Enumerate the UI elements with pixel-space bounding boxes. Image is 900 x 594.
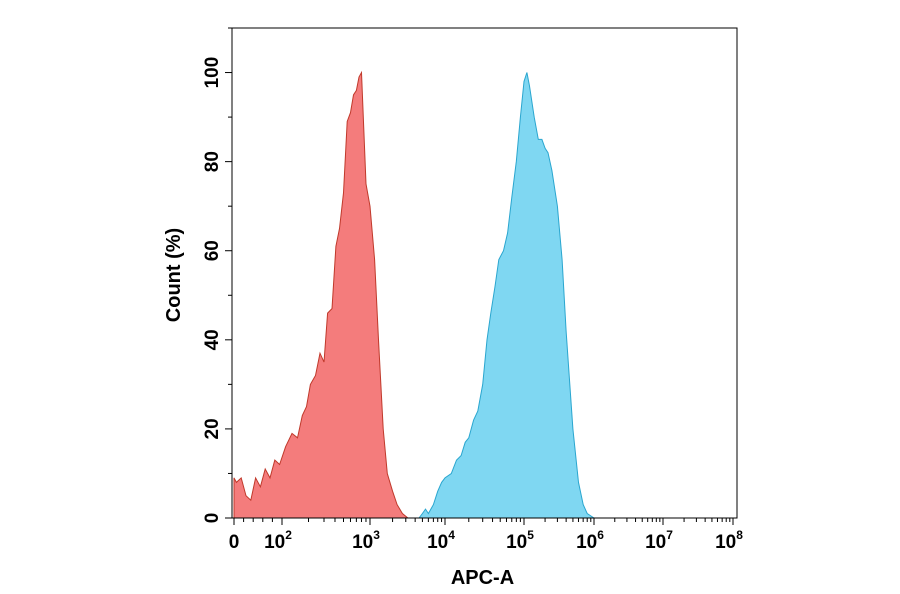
y-axis: 0 20 40 60 80 100: [202, 27, 232, 524]
x-tick-label: 106: [576, 528, 604, 553]
x-tick-label: 0: [229, 532, 240, 553]
x-tick-label: 108: [715, 528, 743, 553]
x-tick-label: 105: [506, 528, 534, 553]
y-tick-label: 0: [202, 513, 223, 524]
x-tick-label: 104: [427, 528, 455, 553]
y-tick-label: 100: [202, 57, 223, 89]
y-tick-label: 80: [202, 151, 223, 172]
y-axis-title: Count (%): [163, 228, 185, 322]
y-tick-label: 40: [202, 329, 223, 350]
x-tick-label: 103: [352, 528, 380, 553]
plot-frame: [231, 27, 738, 519]
x-tick-label: 107: [645, 528, 673, 553]
x-axis: 0 102 103 104 105 106 107 108: [229, 518, 743, 553]
y-tick-label: 20: [202, 418, 223, 439]
x-axis-title: APC-A: [451, 567, 514, 589]
histogram-area-0: [233, 70, 410, 519]
plot-area: [233, 70, 596, 519]
x-tick-label: 102: [264, 528, 292, 553]
histogram-area-1: [415, 72, 596, 519]
y-tick-label: 60: [202, 240, 223, 261]
